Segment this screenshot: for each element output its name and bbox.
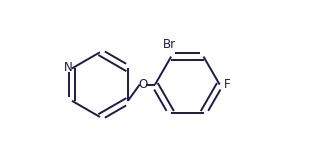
Text: F: F bbox=[224, 78, 231, 91]
Text: O: O bbox=[138, 78, 147, 91]
Text: Br: Br bbox=[163, 38, 176, 51]
Text: N: N bbox=[64, 61, 73, 74]
